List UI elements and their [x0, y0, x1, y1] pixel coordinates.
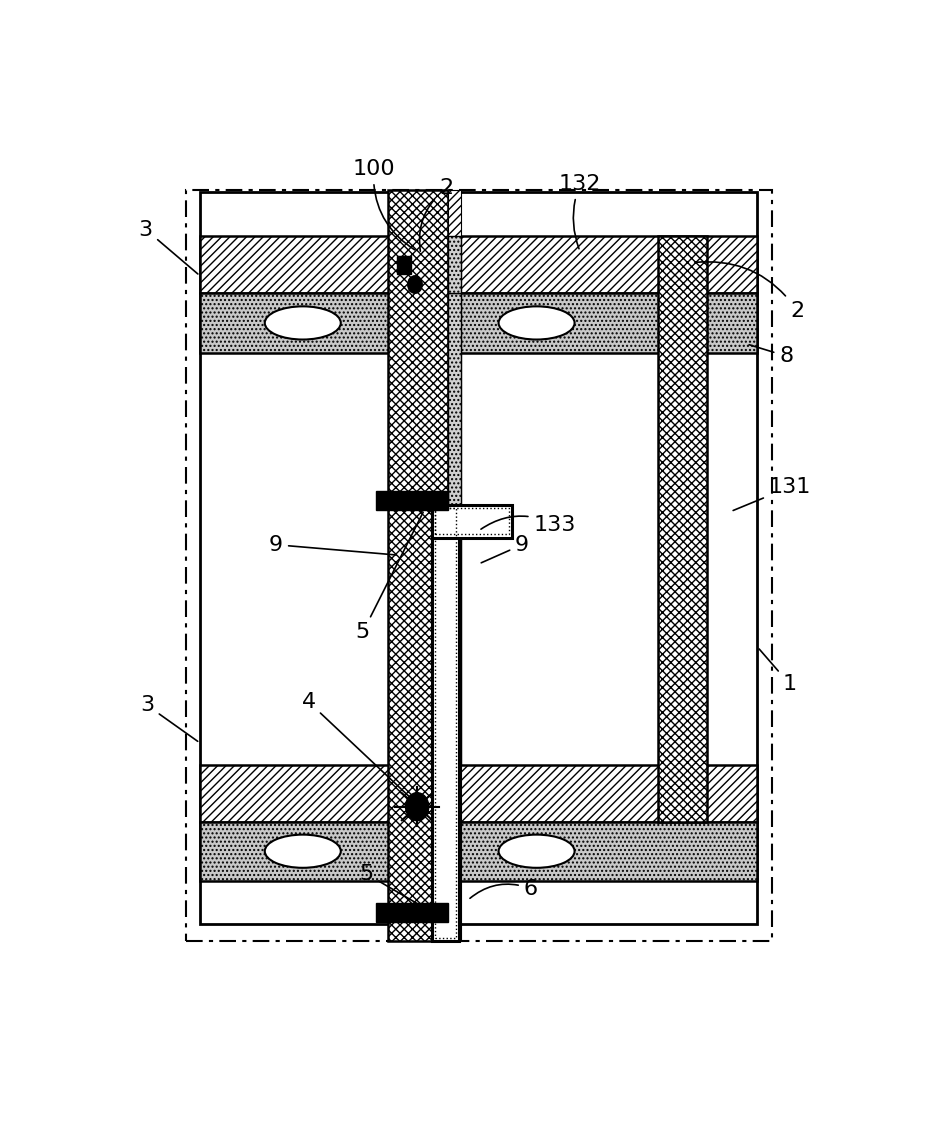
Ellipse shape: [499, 835, 574, 868]
Bar: [200, 764, 757, 821]
Bar: [375, 903, 448, 922]
Text: 3: 3: [140, 695, 198, 742]
Bar: [447, 191, 460, 941]
Bar: [447, 294, 460, 764]
Bar: [432, 505, 460, 941]
Bar: [658, 237, 707, 821]
Text: 4: 4: [302, 692, 415, 802]
Bar: [434, 508, 509, 534]
Bar: [397, 256, 411, 273]
Ellipse shape: [499, 306, 574, 339]
Bar: [200, 192, 757, 924]
Ellipse shape: [264, 306, 341, 339]
Text: 5: 5: [360, 864, 434, 914]
Bar: [200, 294, 757, 353]
Text: 1: 1: [759, 649, 797, 694]
Bar: [186, 191, 771, 941]
Text: 3: 3: [138, 220, 198, 274]
Ellipse shape: [264, 835, 341, 868]
Text: 9: 9: [481, 535, 530, 562]
Text: 100: 100: [352, 159, 415, 249]
Bar: [447, 237, 460, 294]
Circle shape: [408, 276, 422, 294]
Bar: [389, 191, 447, 941]
Bar: [375, 491, 448, 510]
Bar: [200, 237, 757, 294]
Text: 133: 133: [481, 515, 576, 534]
Text: 5: 5: [356, 513, 423, 642]
Bar: [432, 505, 512, 538]
Text: 2: 2: [419, 178, 453, 252]
Text: 131: 131: [733, 477, 811, 510]
Text: 8: 8: [749, 345, 793, 366]
Text: 132: 132: [559, 175, 601, 248]
Text: 2: 2: [695, 262, 804, 321]
Text: 6: 6: [470, 879, 538, 899]
Circle shape: [405, 793, 429, 821]
Bar: [434, 508, 456, 938]
Bar: [200, 821, 757, 881]
Text: 9: 9: [269, 535, 396, 555]
